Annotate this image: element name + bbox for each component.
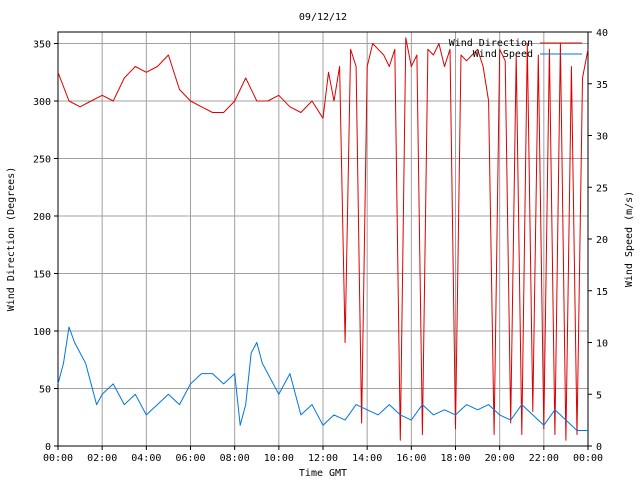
y-right-tick-label: 5 (596, 390, 602, 401)
y-axis-right-label: Wind Speed (m/s) (624, 191, 635, 287)
legend-label-speed: Wind Speed (473, 49, 533, 60)
y-left-tick-label: 350 (33, 40, 51, 51)
y-left-tick-label: 300 (33, 97, 51, 108)
x-tick-label: 12:00 (308, 453, 338, 464)
y-right-tick-label: 25 (596, 183, 608, 194)
x-tick-label: 06:00 (175, 453, 205, 464)
y-left-tick-label: 0 (45, 442, 51, 453)
y-right-tick-label: 35 (596, 80, 608, 91)
x-tick-label: 18:00 (440, 453, 470, 464)
x-tick-label: 20:00 (485, 453, 515, 464)
x-tick-label: 02:00 (87, 453, 117, 464)
x-tick-label: 14:00 (352, 453, 382, 464)
legend-label-direction: Wind Direction (449, 38, 533, 49)
legend: Wind Direction Wind Speed (449, 38, 582, 60)
x-tick-label: 10:00 (264, 453, 294, 464)
wind-direction-line (57, 37, 589, 441)
y-right-tick-label: 40 (596, 28, 608, 39)
x-tick-label: 16:00 (396, 453, 426, 464)
x-tick-label: 00:00 (573, 453, 603, 464)
y-left-tick-label: 250 (33, 155, 51, 166)
y-right-tick-label: 20 (596, 235, 608, 246)
y-left-tick-label: 50 (39, 385, 51, 396)
y-right-tick-label: 15 (596, 287, 608, 298)
y-right-tick-label: 30 (596, 132, 608, 143)
x-tick-label: 08:00 (220, 453, 250, 464)
y-right-tick-label: 0 (596, 442, 602, 453)
y-left-tick-label: 100 (33, 327, 51, 338)
x-tick-label: 04:00 (131, 453, 161, 464)
series-layer (57, 37, 589, 441)
axis-layer: 00:00 02:00 04:00 06:00 08:00 10:00 12:00 14:00… (33, 28, 608, 464)
y-left-tick-label: 200 (33, 212, 51, 223)
x-tick-label: 22:00 (529, 453, 559, 464)
chart-title: 09/12/12 (299, 12, 347, 23)
y-axis-left-label: Wind Direction (Degrees) (6, 167, 17, 312)
y-right-tick-label: 10 (596, 339, 608, 350)
x-axis-label: Time GMT (299, 468, 347, 479)
y-left-tick-label: 150 (33, 270, 51, 281)
wind-speed-line (57, 326, 588, 431)
x-tick-label: 00:00 (43, 453, 73, 464)
